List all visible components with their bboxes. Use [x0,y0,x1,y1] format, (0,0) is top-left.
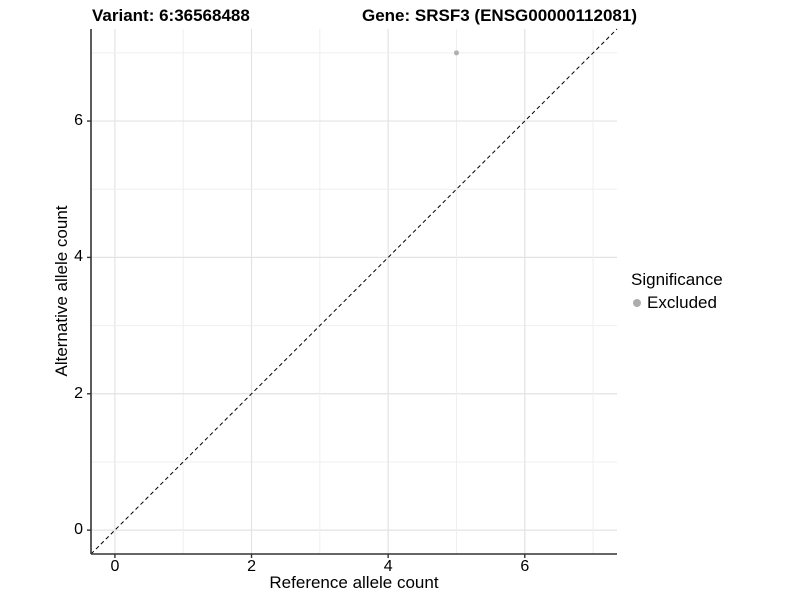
y-tick-label: 2 [74,384,83,402]
legend-point-swatch-icon [633,299,641,307]
variant-title: Variant: 6:36568488 [92,6,250,25]
x-tick-label: 6 [520,558,530,575]
y-axis-title: Alternative allele count [52,205,71,377]
x-tick-label: 4 [383,558,393,575]
y-tick-label: 4 [74,248,83,266]
y-tick-label: 0 [74,521,83,539]
legend-entry-label: Excluded [647,293,717,312]
gene-title: Gene: SRSF3 (ENSG00000112081) [362,6,637,25]
legend-entry-excluded: Excluded [631,293,723,313]
legend-title: Significance [631,270,723,289]
y-tick-label: 6 [74,112,83,130]
data-point-excluded [453,50,459,56]
identity-line [90,28,618,555]
legend: Significance Excluded [631,270,723,313]
x-tick-label: 2 [247,558,256,575]
x-axis-title: Reference allele count [269,573,439,592]
x-tick-label: 0 [110,558,120,575]
